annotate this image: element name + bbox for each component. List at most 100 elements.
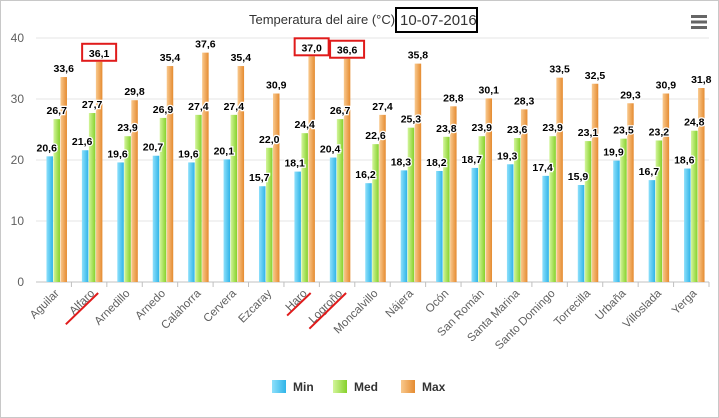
bar-max-Torrecilla[interactable] — [591, 83, 599, 282]
strike-Haro — [286, 292, 312, 317]
data-label-min: 15,7 — [249, 172, 270, 184]
bar-med-Arnedillo[interactable] — [124, 136, 131, 282]
bar-med-Yerga[interactable] — [691, 130, 698, 282]
data-label-med: 26,9 — [153, 104, 174, 116]
legend-swatch-min[interactable] — [272, 380, 286, 393]
bar-min-Alfaro[interactable] — [81, 150, 89, 282]
bar-min-Arnedillo[interactable] — [117, 162, 124, 282]
bar-min-Ocón[interactable] — [436, 170, 443, 282]
bar-max-Yerga[interactable] — [698, 88, 705, 283]
x-tick-label: Villoslada — [621, 287, 665, 331]
hamburger-menu-icon[interactable] — [691, 15, 707, 29]
legend-label-min[interactable]: Min — [293, 380, 314, 394]
bar-med-Alfaro[interactable] — [88, 113, 96, 282]
bar-med-Aguilar[interactable] — [53, 119, 60, 282]
bar-med-Santo Domingo[interactable] — [549, 136, 556, 282]
bar-max-Santo Domingo[interactable] — [556, 77, 563, 283]
bar-min-San Román[interactable] — [471, 167, 479, 282]
bar-max-Villoslada[interactable] — [662, 93, 670, 282]
data-label-max: 31,8 — [691, 74, 712, 86]
data-label-min: 19,3 — [497, 150, 518, 162]
bar-max-Alfaro[interactable] — [95, 61, 103, 282]
y-tick-label: 40 — [11, 31, 25, 45]
bar-max-Nájera[interactable] — [414, 63, 422, 283]
data-label-min: 18,7 — [462, 154, 483, 166]
legend-label-med[interactable]: Med — [354, 380, 378, 394]
bar-min-Moncalvillo[interactable] — [365, 183, 372, 282]
bar-min-Yerga[interactable] — [684, 168, 691, 282]
x-tick-label: Nájera — [384, 287, 417, 320]
boxed-value-Logroño — [329, 39, 366, 59]
data-label-max: 27,4 — [372, 101, 393, 113]
legend-label-max[interactable]: Max — [422, 380, 446, 394]
bar-min-Ezcaray[interactable] — [258, 186, 266, 282]
bar-max-Aguilar[interactable] — [60, 77, 67, 282]
bar-med-Nájera[interactable] — [407, 127, 415, 282]
bar-max-Cervera[interactable] — [237, 66, 245, 282]
bar-med-Moncalvillo[interactable] — [372, 144, 379, 282]
bar-min-Calahorra[interactable] — [188, 162, 195, 282]
bar-max-Urbaña[interactable] — [627, 103, 634, 283]
data-label-med: 22,6 — [365, 130, 386, 142]
bar-med-San Román[interactable] — [478, 136, 486, 282]
data-labels: 20,6 26,7 33,6 21,6 27,7 36,1 19,6 23,9 29,8 20,7… — [35, 37, 713, 185]
bar-med-Villoslada[interactable] — [655, 140, 663, 282]
bar-max-Arnedo[interactable] — [166, 66, 174, 282]
bar-max-Haro[interactable] — [308, 56, 315, 282]
bar-min-Logroño[interactable] — [329, 157, 337, 282]
bar-max-Logroño[interactable] — [343, 58, 351, 282]
data-label-max: 35,8 — [408, 50, 429, 62]
bar-med-Urbaña[interactable] — [620, 138, 627, 282]
bar-med-Ocón[interactable] — [443, 136, 450, 282]
data-label-max: 35,4 — [160, 52, 181, 64]
legend-swatch-max[interactable] — [401, 380, 415, 393]
data-label-med: 26,7 — [330, 105, 351, 117]
data-label-max: 29,3 — [620, 89, 641, 101]
bar-max-San Román[interactable] — [485, 98, 493, 282]
data-label-med: 23,9 — [472, 122, 493, 134]
legend-swatch-med[interactable] — [333, 380, 347, 393]
bar-min-Santo Domingo[interactable] — [542, 175, 549, 282]
x-tick-label: Cervera — [202, 287, 240, 325]
data-label-min: 18,6 — [674, 155, 695, 167]
data-label-min: 19,9 — [603, 147, 624, 159]
boxed-value-Alfaro — [81, 42, 118, 62]
bar-max-Calahorra[interactable] — [202, 52, 209, 282]
bar-min-Urbaña[interactable] — [613, 160, 620, 282]
data-label-med: 23,1 — [578, 127, 599, 139]
data-label-med: 22,0 — [259, 134, 280, 146]
bar-min-Arnedo[interactable] — [152, 155, 160, 282]
bar-min-Cervera[interactable] — [223, 159, 231, 282]
data-label-min: 16,7 — [639, 166, 660, 178]
data-label-min: 21,6 — [72, 136, 93, 148]
bar-med-Cervera[interactable] — [230, 114, 238, 282]
bar-med-Arnedo[interactable] — [159, 117, 167, 282]
bar-med-Calahorra[interactable] — [195, 114, 202, 282]
bar-min-Villoslada[interactable] — [648, 180, 656, 282]
data-label-max: 28,3 — [514, 95, 535, 107]
bar-min-Santa Marina[interactable] — [506, 164, 514, 282]
data-label-med: 23,2 — [649, 126, 670, 138]
bar-med-Santa Marina[interactable] — [513, 138, 521, 282]
data-label-max: 30,9 — [656, 80, 677, 92]
bar-min-Aguilar[interactable] — [46, 156, 53, 282]
bar-med-Haro[interactable] — [301, 133, 308, 282]
data-label-max: 37,0 — [301, 42, 322, 54]
bar-max-Santa Marina[interactable] — [520, 109, 528, 283]
bar-med-Logroño[interactable] — [336, 119, 344, 282]
data-label-med: 24,4 — [294, 119, 315, 131]
bar-max-Ezcaray[interactable] — [272, 93, 280, 282]
data-label-med: 27,4 — [188, 101, 209, 113]
bar-max-Ocón[interactable] — [450, 106, 457, 282]
bar-med-Torrecilla[interactable] — [584, 141, 592, 282]
bar-max-Moncalvillo[interactable] — [379, 114, 386, 282]
bar-min-Nájera[interactable] — [400, 170, 408, 282]
bar-min-Torrecilla[interactable] — [577, 185, 585, 282]
bar-min-Haro[interactable] — [294, 171, 301, 282]
bar-med-Ezcaray[interactable] — [265, 147, 273, 282]
data-label-min: 18,1 — [284, 158, 305, 170]
bar-max-Arnedillo[interactable] — [131, 100, 138, 282]
y-tick-label: 20 — [11, 153, 25, 167]
data-label-min: 18,3 — [391, 156, 412, 168]
